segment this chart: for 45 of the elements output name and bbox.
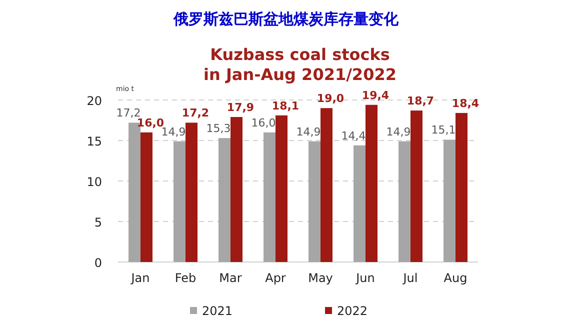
x-tick-label: Apr [265,271,286,285]
bar [456,112,468,262]
chart-subtitle: Kuzbass coal stocks in Jan-Aug 2021/2022 [204,45,396,84]
x-tick-label: Mar [219,271,242,285]
y-tick-label: 10 [86,175,102,189]
bar [398,141,410,262]
x-tick-label: Aug [444,271,468,285]
data-label: 18,7 [406,94,434,108]
legend-label: 2021 [202,304,233,318]
bar [410,110,422,262]
data-label: 15,3 [206,122,231,136]
x-tick-label: Feb [174,271,196,285]
y-tick-label: 15 [86,134,102,148]
data-label: 18,1 [272,99,300,112]
bar [264,132,276,262]
bar [320,108,332,262]
chart-title: 俄罗斯兹巴斯盆地煤炭库存量变化 [172,10,400,28]
bar [218,138,230,262]
data-label: 19,0 [316,92,344,106]
x-tick-label: May [308,271,333,285]
bar [276,115,288,262]
data-label: 17,9 [226,101,254,114]
legend-label: 2022 [337,304,368,318]
bar [174,141,186,262]
data-label: 14,9 [296,125,321,138]
data-label: 19,4 [362,88,390,102]
y-tick-label: 5 [94,216,102,230]
data-label: 17,2 [182,106,210,120]
data-label: 14,9 [386,125,411,138]
y-tick-label: 20 [86,94,102,108]
bar [140,132,152,262]
bar [230,117,242,262]
bar [444,140,456,262]
bar [354,145,366,262]
data-label: 15,1 [431,124,456,137]
x-tick-label: Jan [130,271,150,285]
bar [366,104,378,262]
data-label: 14,4 [341,129,366,142]
x-tick-label: Jun [355,271,375,285]
bar [308,141,320,262]
x-tick-label: Jul [402,271,418,285]
data-label: 16,0 [251,116,276,130]
data-label: 18,4 [452,96,480,110]
y-tick-label: 0 [94,256,102,270]
bar [186,122,198,262]
